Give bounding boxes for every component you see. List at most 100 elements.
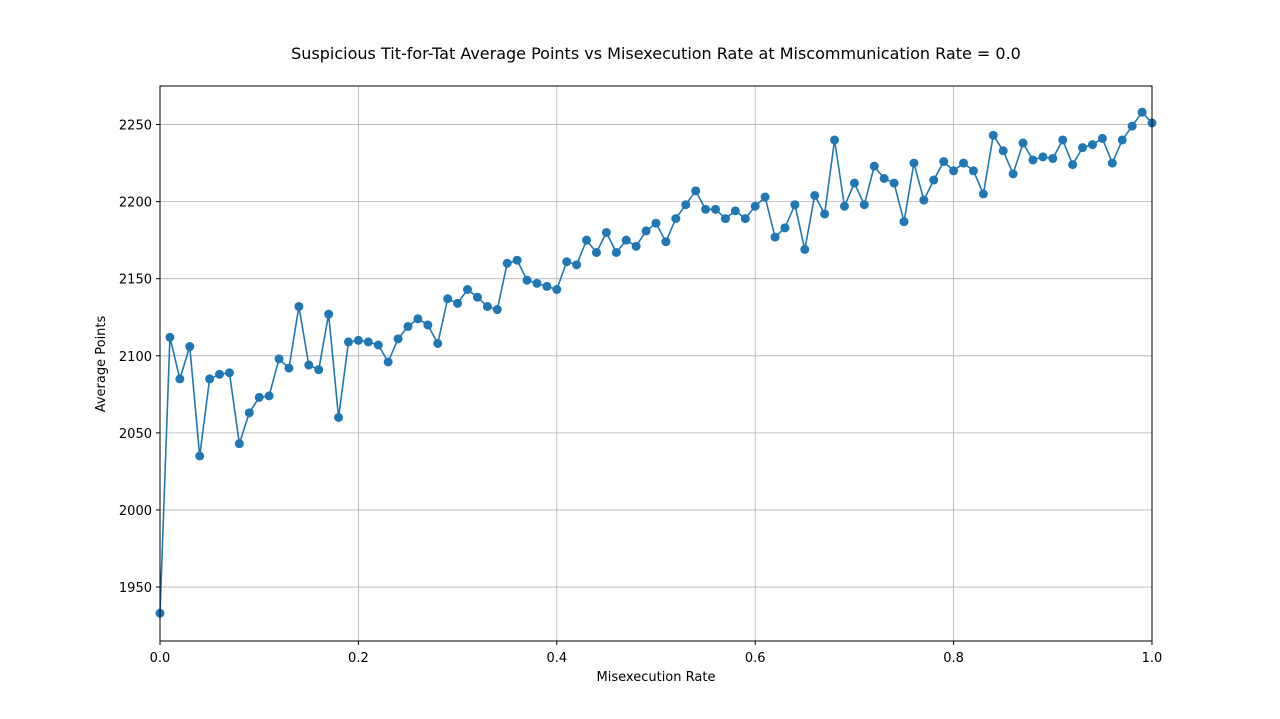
data-point (224, 368, 234, 378)
data-point (1018, 138, 1028, 148)
data-point (552, 285, 562, 294)
data-point (542, 281, 552, 291)
data-point (730, 206, 740, 216)
data-point (1048, 153, 1058, 163)
data-point (453, 298, 463, 308)
data-point (334, 412, 344, 422)
data-point (234, 439, 244, 449)
data-point (165, 332, 175, 342)
x-tick-label: 0.6 (745, 651, 766, 666)
data-point (929, 175, 939, 185)
y-axis-label: Average Points (94, 315, 109, 412)
data-point (849, 178, 859, 188)
data-point (284, 363, 294, 373)
y-tick-label: 2200 (119, 196, 152, 211)
data-point (294, 301, 304, 311)
data-point (582, 235, 592, 245)
data-point (1078, 143, 1088, 153)
data-point (661, 237, 671, 247)
data-point (572, 260, 582, 270)
data-point (909, 158, 919, 168)
data-point (195, 451, 205, 461)
data-point (244, 408, 254, 418)
data-point (949, 166, 959, 176)
x-tick-label: 0.2 (348, 651, 369, 666)
data-point (1058, 135, 1068, 145)
data-point (820, 209, 830, 219)
data-point (988, 130, 998, 140)
x-tick-label: 1.0 (1142, 651, 1163, 666)
data-point (1107, 158, 1117, 168)
data-point (750, 201, 760, 211)
data-point (1068, 160, 1078, 170)
y-tick-label: 2100 (119, 350, 152, 365)
y-tick-label: 2000 (119, 504, 152, 519)
data-point (512, 255, 522, 265)
data-point (314, 365, 324, 375)
x-tick-label: 0.0 (150, 651, 171, 666)
data-point (363, 337, 373, 347)
data-point (720, 214, 730, 224)
data-point (522, 275, 532, 285)
data-point (959, 158, 969, 168)
data-point (403, 322, 413, 331)
data-point (205, 374, 215, 384)
data-point (760, 192, 770, 202)
data-point (711, 204, 721, 214)
data-point (631, 241, 641, 251)
data-point (532, 278, 542, 288)
y-tick-label: 2150 (119, 273, 152, 288)
data-point (1097, 133, 1107, 143)
data-point (810, 190, 820, 200)
x-tick-label: 0.4 (546, 651, 567, 666)
data-point (998, 146, 1008, 156)
data-point (1117, 135, 1127, 145)
data-point (562, 257, 572, 267)
data-point (671, 214, 681, 224)
data-point (691, 186, 701, 196)
data-point (681, 200, 691, 210)
data-point (215, 369, 225, 379)
plot-frame (159, 85, 1153, 642)
data-point (889, 178, 899, 188)
data-point (304, 360, 314, 370)
data-point (830, 135, 840, 145)
data-point (879, 174, 889, 183)
data-point (859, 200, 869, 210)
data-point (502, 258, 512, 268)
y-tick-label: 1950 (119, 581, 152, 596)
data-point (780, 223, 790, 233)
data-point (383, 357, 393, 367)
data-point (839, 201, 849, 211)
data-point (770, 232, 780, 242)
data-point (373, 340, 383, 350)
data-point (740, 214, 750, 224)
series-layer (155, 107, 1157, 618)
data-point (472, 292, 482, 302)
data-point (919, 195, 929, 205)
data-point (651, 218, 661, 228)
data-point (274, 354, 284, 364)
data-point (1008, 169, 1018, 179)
x-axis-label: Misexecution Rate (597, 670, 716, 685)
data-point (492, 305, 502, 315)
data-point (413, 314, 423, 324)
x-tick-label: 0.8 (943, 651, 964, 666)
data-point (185, 342, 195, 352)
data-point (701, 204, 711, 214)
data-point (800, 244, 810, 254)
data-point (978, 189, 988, 199)
data-point (482, 301, 492, 311)
y-tick-label: 2050 (119, 427, 152, 442)
chart-title: Suspicious Tit-for-Tat Average Points vs… (291, 44, 1021, 63)
data-point (601, 227, 611, 237)
data-point (353, 335, 363, 345)
data-point (433, 338, 443, 348)
data-point (443, 294, 453, 304)
data-point (869, 161, 879, 171)
data-point (423, 320, 433, 330)
data-point (899, 217, 909, 227)
data-point (968, 166, 978, 176)
y-axis: 1950 2000 2050 2100 2150 2200 2250 (119, 119, 160, 596)
